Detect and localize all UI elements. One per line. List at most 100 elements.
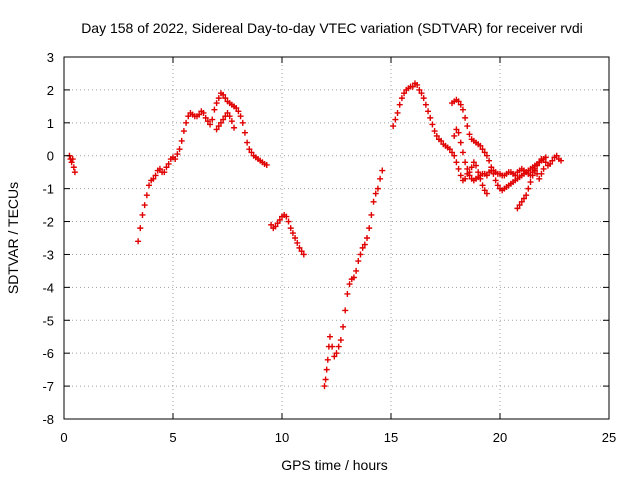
data-point [340,323,347,330]
data-point [156,165,163,172]
data-point [398,95,405,102]
data-point [523,192,530,199]
data-point [538,170,545,177]
data-point [283,213,290,220]
data-point [477,142,484,149]
data-point [135,238,142,245]
x-tick-label: 20 [493,430,507,445]
y-tick-label: -8 [42,412,54,427]
data-point [418,90,425,97]
data-point [353,267,360,274]
plot-frame [63,56,610,420]
data-point [525,185,532,192]
y-tick-labels: -8 -7 -6 -5 -4 -3 -2 -1 0 1 2 3 [42,50,54,427]
y-tick-label: 0 [47,149,54,164]
data-point [244,139,251,146]
data-point [321,383,328,390]
data-point [462,159,469,166]
data-point [300,251,307,258]
data-point [446,146,453,153]
data-point [488,164,495,171]
data-point [459,106,466,113]
data-point [185,113,192,120]
axis-ticks [63,56,610,420]
data-point [263,161,270,168]
data-point [368,211,375,218]
data-point [494,182,501,189]
y-tick-label: -6 [42,346,54,361]
data-point [268,221,275,228]
data-point [241,129,248,136]
data-point [429,121,436,128]
data-point [451,132,458,139]
data-point [483,190,490,197]
data-point [359,244,366,251]
data-point [370,198,377,205]
data-point [549,157,556,164]
chart-title: Day 158 of 2022, Sidereal Day-to-day VTE… [81,20,583,36]
data-point [483,152,490,159]
data-point [143,192,150,199]
data-point [220,116,227,123]
data-point [462,114,469,121]
data-point [165,160,172,167]
data-point [211,106,218,113]
data-point [481,149,488,156]
data-series-seg9 [514,165,547,212]
data-point [455,98,462,105]
data-point [379,167,386,174]
data-point [457,139,464,146]
data-point [215,123,222,130]
data-point [346,281,353,288]
data-points [66,80,565,390]
data-point [427,114,434,121]
data-point [137,225,144,232]
data-point [366,225,373,232]
data-point [377,175,384,182]
y-tick-label: -2 [42,215,54,230]
data-point [531,167,538,174]
data-point [248,149,255,156]
data-point [272,223,279,230]
data-point [483,172,490,179]
data-series-seg7 [449,96,549,194]
data-point [516,202,523,209]
y-tick-label: 1 [47,116,54,131]
data-point [344,290,351,297]
data-point [451,152,458,159]
data-point [364,235,371,241]
data-point [464,123,471,130]
data-point [453,126,460,133]
data-point [202,114,209,121]
data-point [394,109,401,116]
data-point [374,185,381,192]
data-point [342,307,349,314]
data-point [139,211,146,218]
data-point [462,175,469,182]
data-point [150,175,157,182]
x-tick-label: 0 [60,430,67,445]
data-point [141,202,148,209]
data-point [289,230,296,237]
data-point [401,90,408,97]
data-point [233,105,240,112]
data-point [459,149,466,156]
data-point [392,116,399,123]
y-tick-label: -5 [42,313,54,328]
data-point [209,116,216,123]
data-point [237,113,244,120]
data-point [409,83,416,90]
data-series-seg1 [66,152,78,176]
data-series-seg5 [321,167,386,390]
data-point [527,179,534,186]
data-point [422,101,429,108]
data-point [361,241,368,248]
data-point [453,159,460,166]
data-point [235,108,242,115]
data-point [414,81,421,88]
data-point [146,182,153,189]
data-point [558,157,565,164]
x-tick-label: 5 [169,430,176,445]
data-point [333,350,340,357]
